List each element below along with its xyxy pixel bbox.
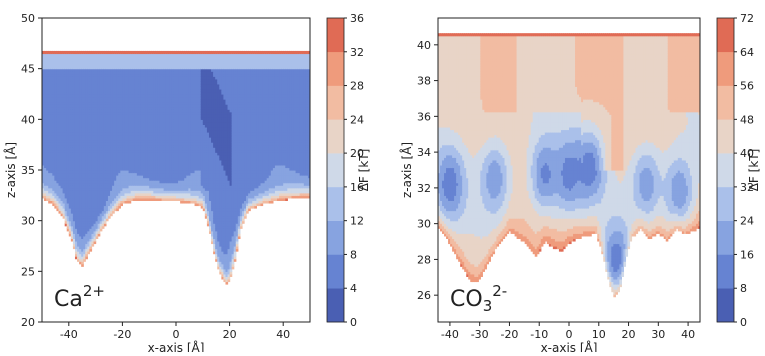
free-energy-field [42,51,311,285]
